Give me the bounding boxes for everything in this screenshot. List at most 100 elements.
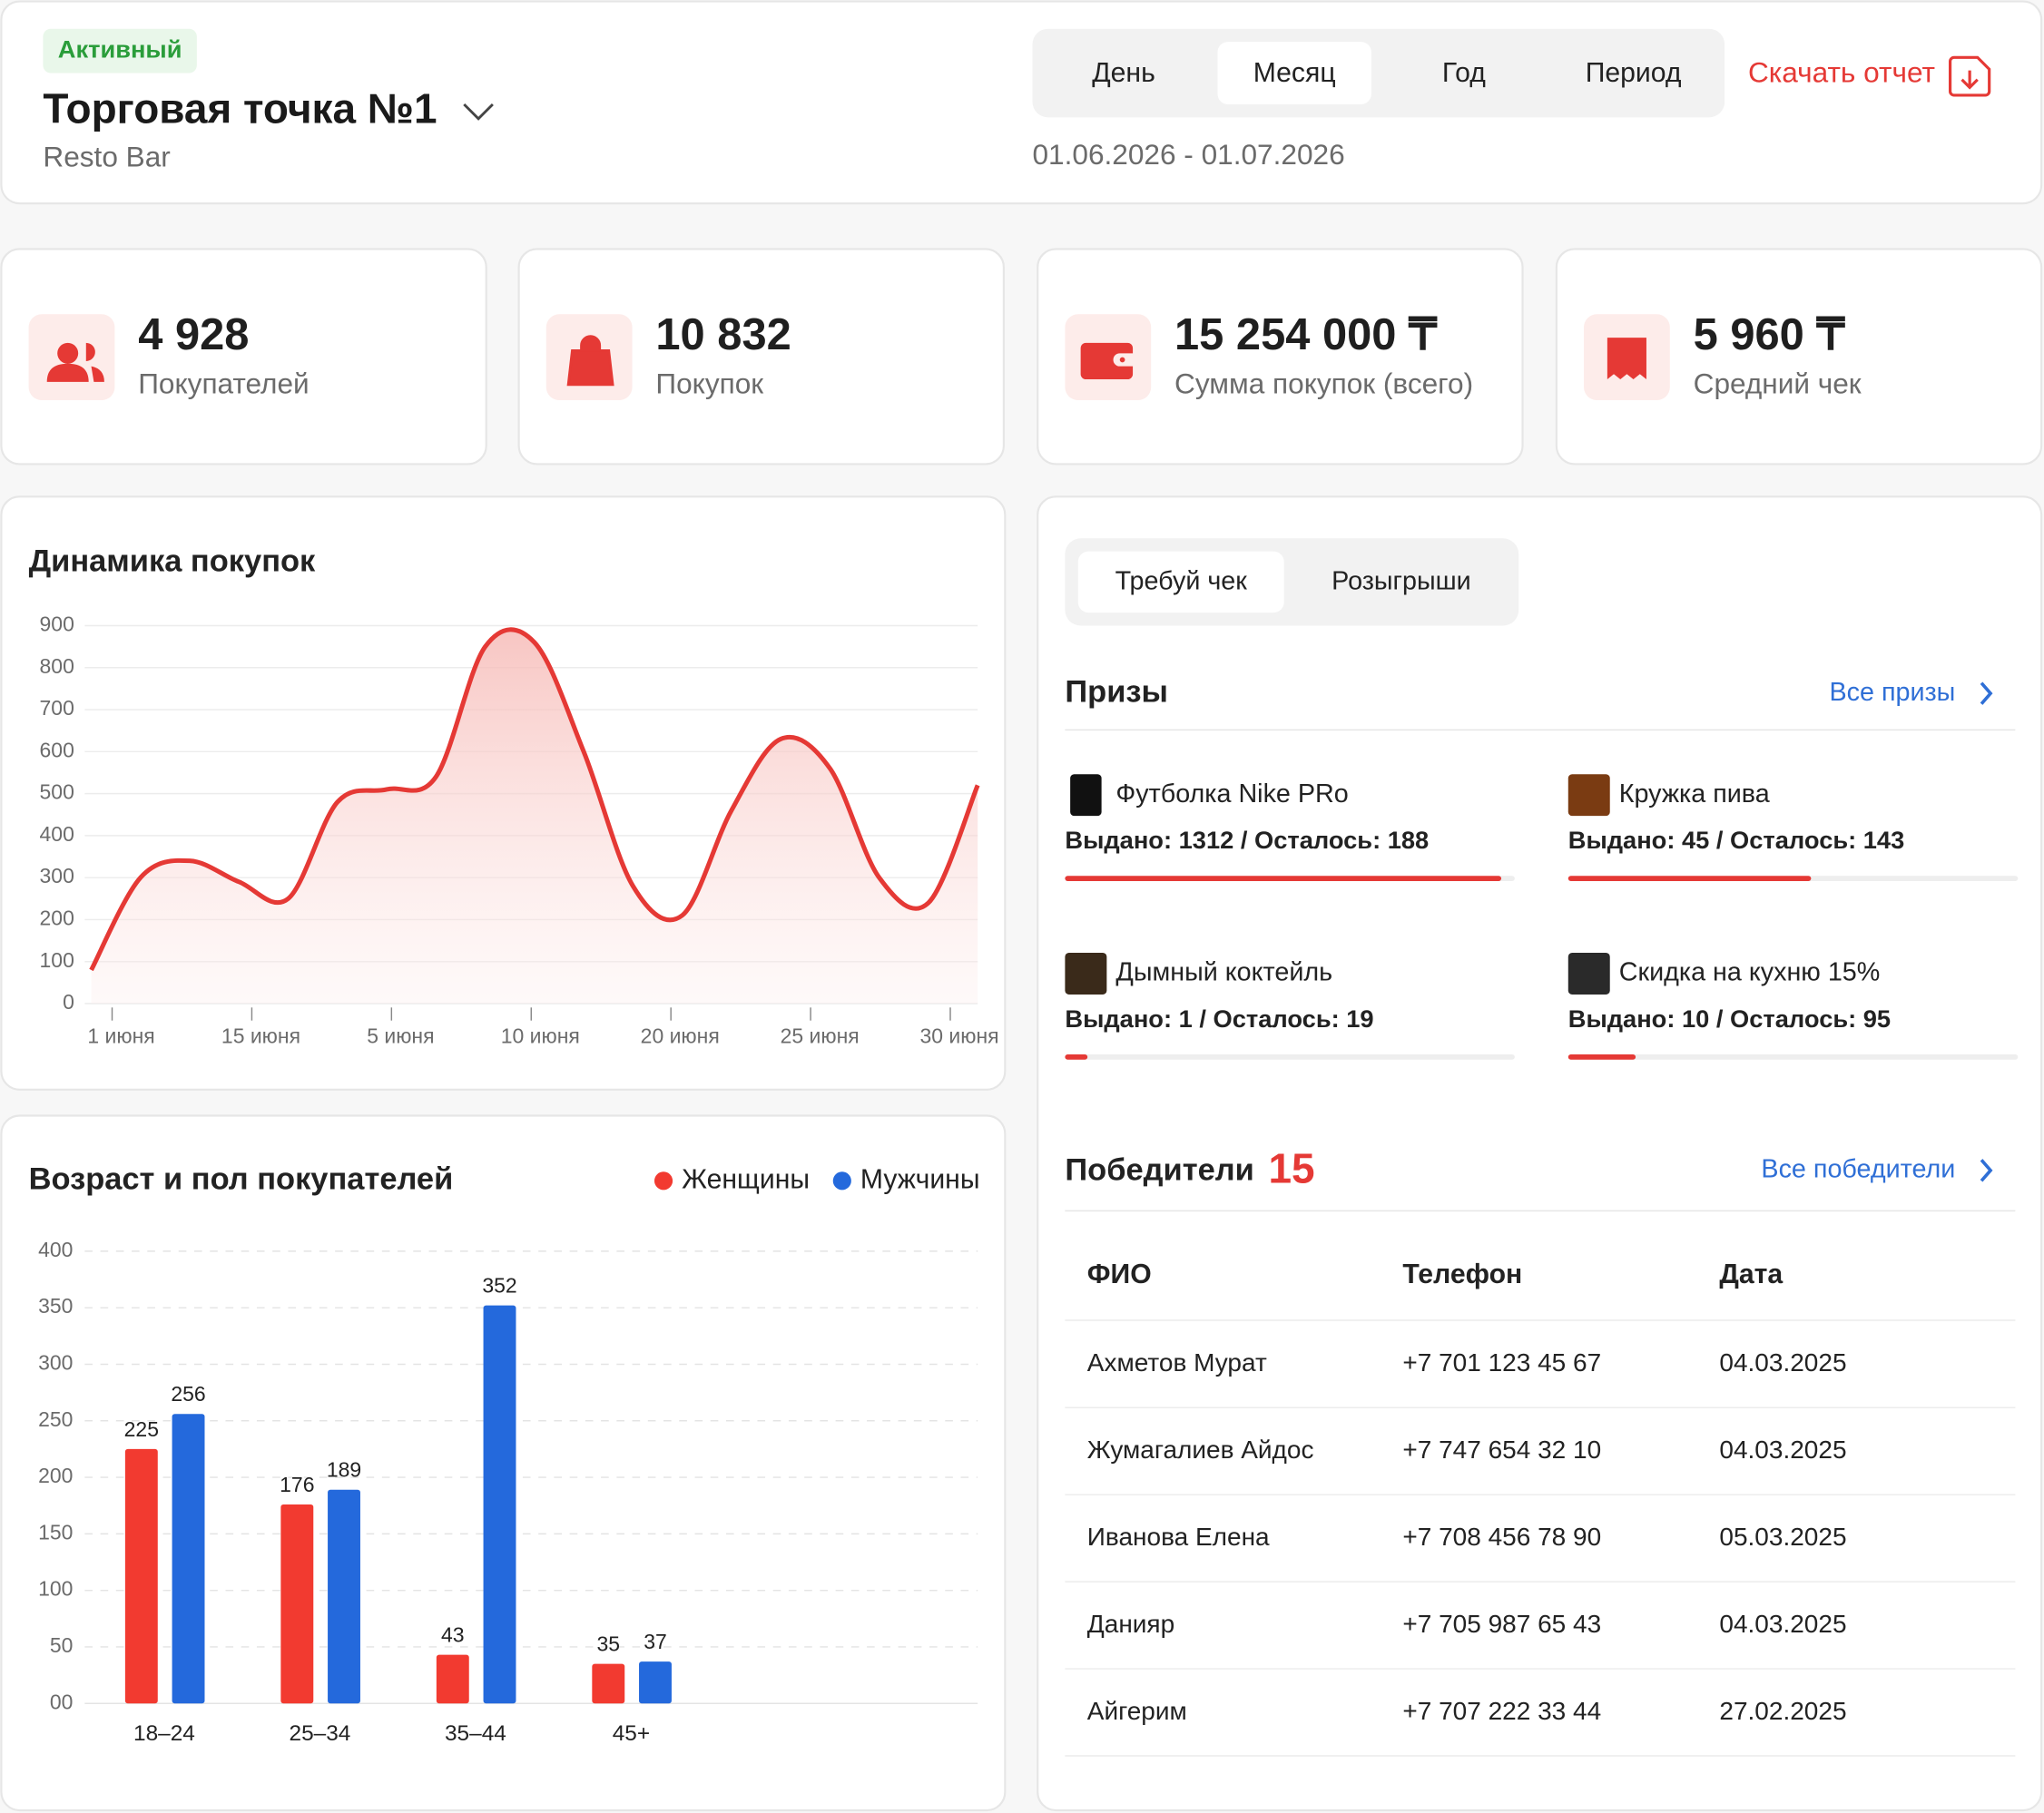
- legend-dot: [653, 1171, 673, 1191]
- bar: [436, 1654, 469, 1704]
- prize-stats: Выдано: 45 / Осталось: 143: [1568, 826, 1905, 854]
- bar: [172, 1414, 205, 1704]
- stat-icon: [566, 335, 614, 387]
- x-tick-label: 35–44: [445, 1721, 506, 1746]
- y-tick-label: 100: [38, 1577, 73, 1601]
- table-cell: 27.02.2025: [1719, 1697, 1846, 1725]
- prize-image: [1070, 774, 1102, 817]
- download-icon[interactable]: [1949, 55, 1991, 97]
- table-cell: +7 747 654 32 10: [1402, 1436, 1601, 1464]
- y-tick-label: 00: [50, 1690, 74, 1713]
- y-tick-label: 400: [40, 822, 74, 846]
- stat-card: [1037, 248, 1524, 466]
- progress-track: [1567, 1054, 2019, 1060]
- table-cell: Жумагалиев Айдос: [1087, 1436, 1314, 1464]
- x-tick-label: 18–24: [133, 1721, 195, 1746]
- stat-card: [1555, 248, 2043, 466]
- chevron[interactable]: [1980, 1159, 1993, 1182]
- y-tick-label: 800: [40, 654, 74, 678]
- tab[interactable]: Требуй чек: [1115, 567, 1248, 596]
- stat-label: Средний чек: [1694, 368, 1862, 400]
- y-tick-label: 250: [38, 1407, 73, 1431]
- prize-name: Скидка на кухню 15%: [1619, 958, 1881, 987]
- chevron[interactable]: [1980, 681, 1993, 705]
- y-tick-label: 100: [40, 948, 74, 972]
- period-option[interactable]: Период: [1586, 58, 1682, 88]
- tab[interactable]: Розыгрыши: [1332, 567, 1471, 596]
- bar-value-label: 35: [597, 1632, 621, 1656]
- y-tick-label: 300: [40, 864, 74, 887]
- dropdown-chevron[interactable]: [463, 103, 494, 121]
- x-tick-label: 45+: [613, 1721, 650, 1746]
- store-subtitle: Resto Bar: [43, 141, 170, 173]
- period-option[interactable]: День: [1092, 58, 1155, 88]
- status: Активный: [58, 34, 182, 63]
- prize-image: [1567, 952, 1610, 995]
- table-cell: +7 705 987 65 43: [1402, 1610, 1601, 1638]
- period-option[interactable]: Год: [1442, 58, 1486, 88]
- winners-link[interactable]: Все победители: [1761, 1154, 1955, 1183]
- bar-value-label: 43: [441, 1623, 465, 1647]
- table-cell: Иванова Елена: [1087, 1523, 1270, 1551]
- tab-active: [1077, 551, 1284, 613]
- winners-count: 15: [1268, 1144, 1314, 1191]
- prize-image: [1065, 952, 1107, 995]
- y-tick-label: 50: [50, 1633, 74, 1657]
- bar-value-label: 37: [644, 1630, 667, 1653]
- x-tick-label: 30 июня: [920, 1024, 999, 1047]
- bar-value-label: 176: [280, 1473, 314, 1496]
- table-header: Телефон: [1402, 1259, 1522, 1289]
- table-cell: Данияр: [1087, 1610, 1174, 1638]
- winners-title: Победители: [1065, 1152, 1253, 1187]
- progress-track: [1065, 1054, 1515, 1060]
- bar: [592, 1663, 625, 1704]
- table-cell: +7 701 123 45 67: [1402, 1348, 1601, 1377]
- stat-value: 5 960 ₸: [1694, 310, 1846, 359]
- stat-label: Покупок: [655, 368, 763, 400]
- download-link[interactable]: Скачать отчет: [1748, 55, 1935, 88]
- bar-value-label: 352: [482, 1274, 516, 1298]
- y-tick-label: 500: [40, 780, 74, 804]
- store-title: Торговая точка №1: [43, 85, 437, 132]
- prizes-title: Призы: [1065, 674, 1168, 709]
- bar: [328, 1489, 360, 1704]
- progress-bar: [1567, 876, 1812, 881]
- legend-label: Женщины: [682, 1164, 810, 1194]
- prize-stats: Выдано: 10 / Осталось: 95: [1568, 1004, 1891, 1033]
- prize-name: Футболка Nike PRo: [1115, 779, 1348, 808]
- prize-image: [1567, 774, 1610, 817]
- bar: [124, 1448, 158, 1704]
- stat-value: 15 254 000 ₸: [1174, 310, 1438, 359]
- prize-stats: Выдано: 1312 / Осталось: 188: [1065, 826, 1429, 854]
- table-cell: +7 708 456 78 90: [1402, 1523, 1601, 1551]
- bar: [483, 1305, 516, 1704]
- right-card: [1037, 495, 2043, 1812]
- table-cell: 04.03.2025: [1719, 1610, 1846, 1638]
- table-cell: Ахметов Мурат: [1087, 1348, 1267, 1377]
- bar: [280, 1504, 314, 1704]
- table-cell: Айгерим: [1087, 1697, 1187, 1725]
- period-option[interactable]: Месяц: [1253, 58, 1336, 88]
- x-tick-label: 10 июня: [501, 1024, 580, 1047]
- status-badge: [43, 28, 197, 74]
- prizes-link[interactable]: Все призы: [1829, 678, 1955, 707]
- stat-value: 4 928: [138, 310, 249, 359]
- x-tick-label: 25–34: [290, 1721, 351, 1746]
- y-tick-label: 900: [40, 612, 74, 636]
- line: [89, 627, 980, 972]
- bar-value-label: 256: [171, 1382, 205, 1406]
- stat-label: Сумма покупок (всего): [1174, 368, 1473, 400]
- stat-card: [0, 248, 487, 466]
- table-cell: 04.03.2025: [1719, 1436, 1846, 1464]
- y-tick-label: 700: [40, 696, 74, 720]
- progress-bar: [1567, 1054, 1636, 1060]
- legend-dot: [832, 1171, 851, 1191]
- x-tick-label: 15 июня: [221, 1024, 300, 1047]
- x-tick-label: 20 июня: [641, 1024, 720, 1047]
- y-tick-label: 200: [38, 1464, 73, 1487]
- stat-icon: [1607, 338, 1646, 380]
- stat-card: [517, 248, 1005, 466]
- legend-label: Мужчины: [860, 1164, 980, 1194]
- stat-value: 10 832: [655, 310, 791, 359]
